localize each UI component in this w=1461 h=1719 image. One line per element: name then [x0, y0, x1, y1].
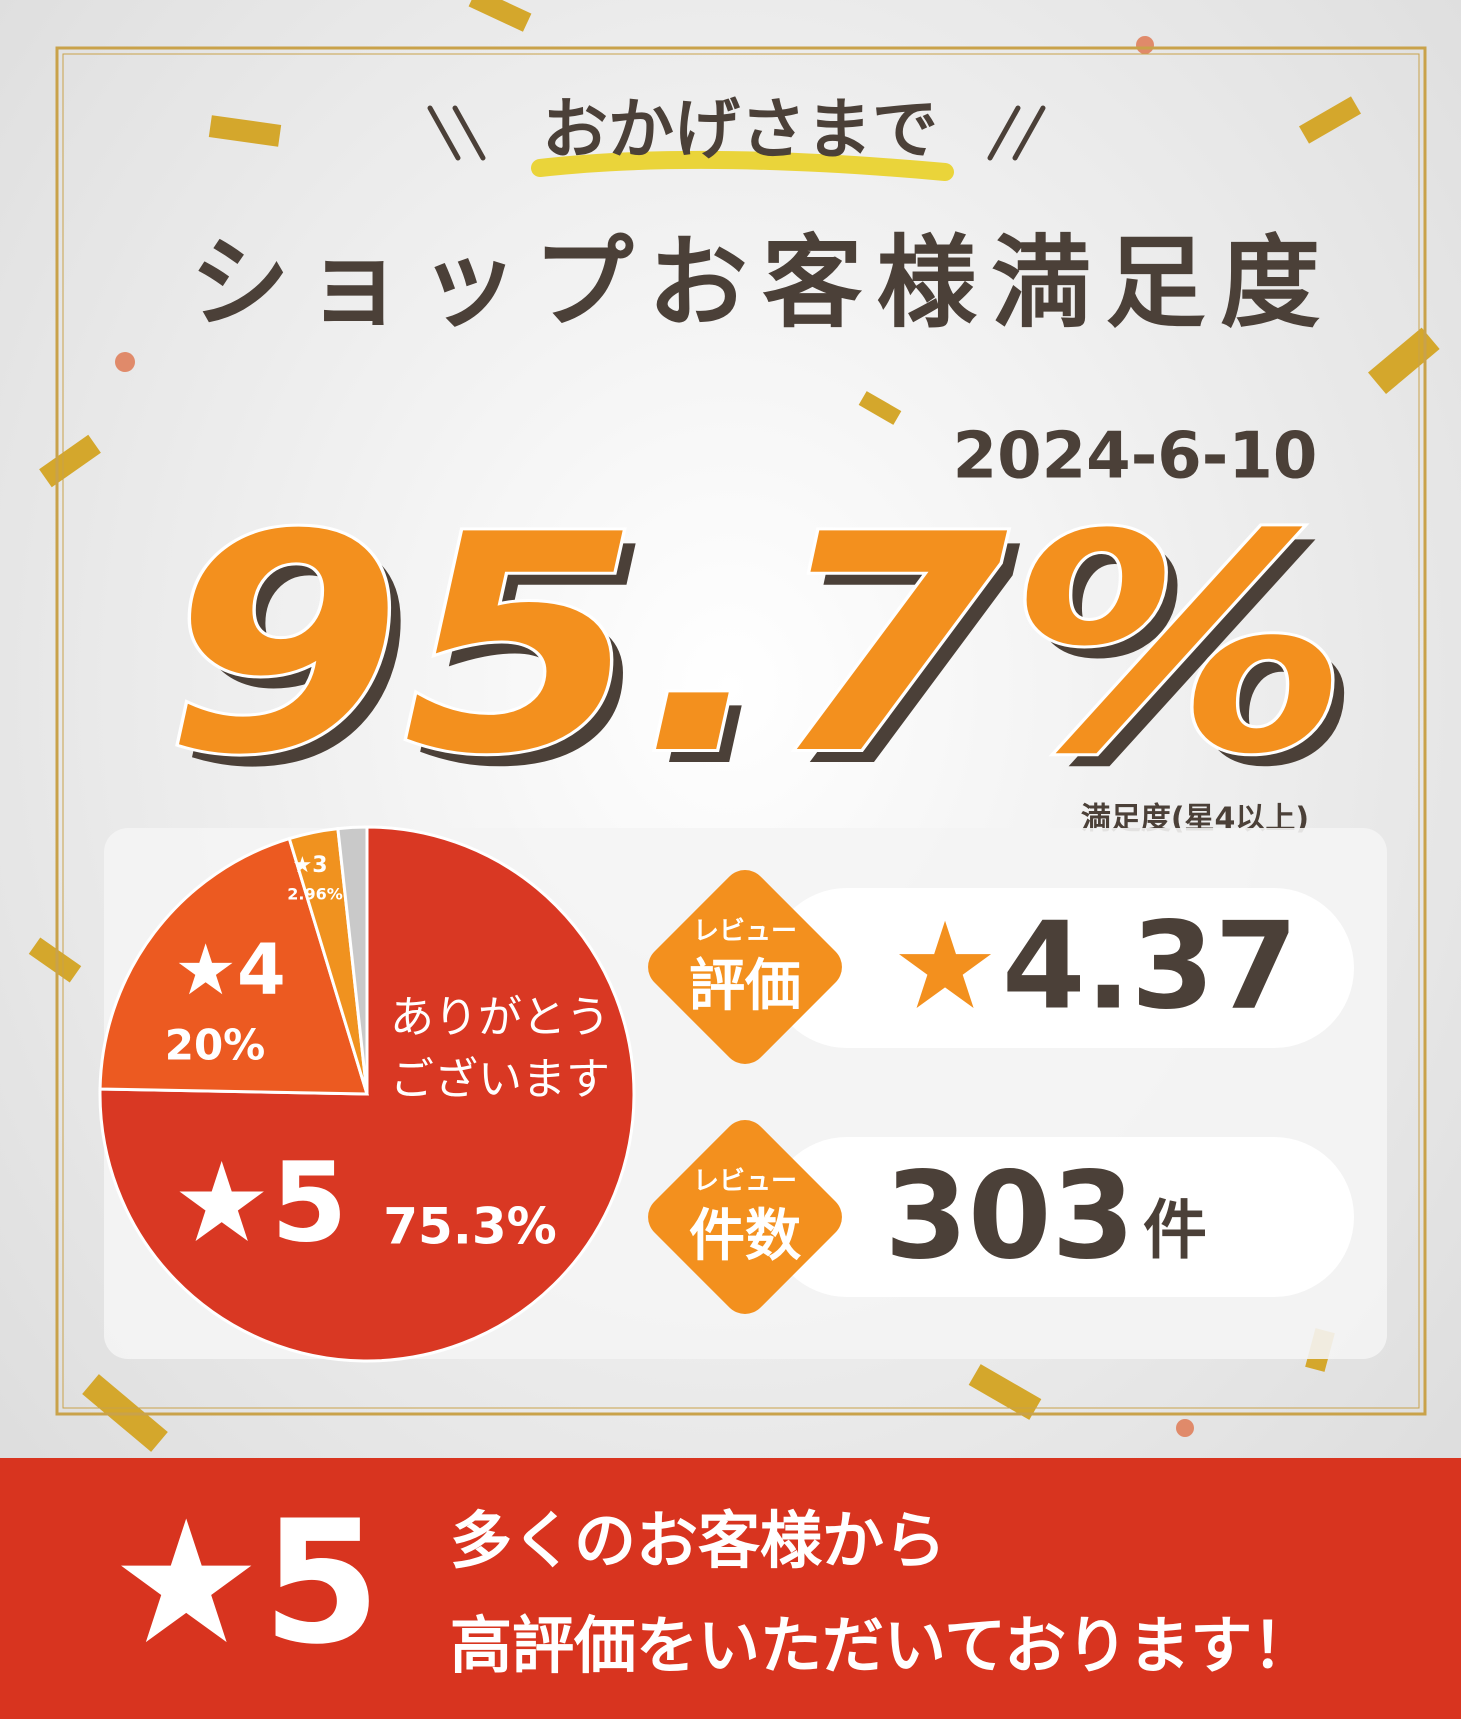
- slice-value: 20%: [165, 1021, 266, 1070]
- footer-star: ★5: [110, 1484, 381, 1682]
- slice-value: 2.96%: [287, 885, 343, 904]
- pie-center-text: ございます: [390, 1054, 610, 1105]
- pie-slice: [336, 825, 369, 1095]
- slice-label: ★3: [292, 853, 327, 878]
- pie-slice: [98, 836, 370, 1096]
- card: レビュー 評価 ★ 4.37: [648, 870, 1354, 1064]
- card-bg: [767, 888, 1354, 1048]
- footer-band: [0, 1458, 1461, 1719]
- badge-top: レビュー: [693, 1167, 797, 1197]
- slice-value: 75.3%: [383, 1198, 556, 1256]
- rating: 4.37: [1002, 898, 1298, 1037]
- frame: [55, 46, 1427, 1416]
- footer-line: 高評価をいただいております！: [450, 1609, 1314, 1682]
- badge-top: レビュー: [693, 917, 797, 947]
- badge-label: 件数: [689, 1204, 801, 1269]
- count-unit: 件: [1143, 1195, 1207, 1269]
- card-bg: [767, 1137, 1354, 1297]
- card: レビュー 件数 303 件: [648, 1120, 1354, 1314]
- badge: [648, 870, 842, 1064]
- count: 303: [885, 1148, 1136, 1287]
- star: ★: [891, 898, 999, 1037]
- slashes: [427, 105, 1046, 161]
- slice-label: ★4: [174, 929, 285, 1011]
- date: 2024-6-10: [953, 420, 1318, 494]
- badge: [648, 1120, 842, 1314]
- frame-inner: [62, 53, 1420, 1409]
- pie-center-text: ありがとう: [390, 992, 610, 1043]
- satisfaction-value: 95.7%: [165, 471, 1350, 820]
- slice-label: ★5: [172, 1138, 347, 1266]
- badge-label: 評価: [689, 954, 801, 1019]
- highlight: [531, 150, 954, 181]
- footer-line: 多くのお客様から: [450, 1504, 946, 1577]
- tagline: おかげさまで: [542, 91, 938, 168]
- satisfaction-shadow: 95.7%: [178, 484, 1363, 833]
